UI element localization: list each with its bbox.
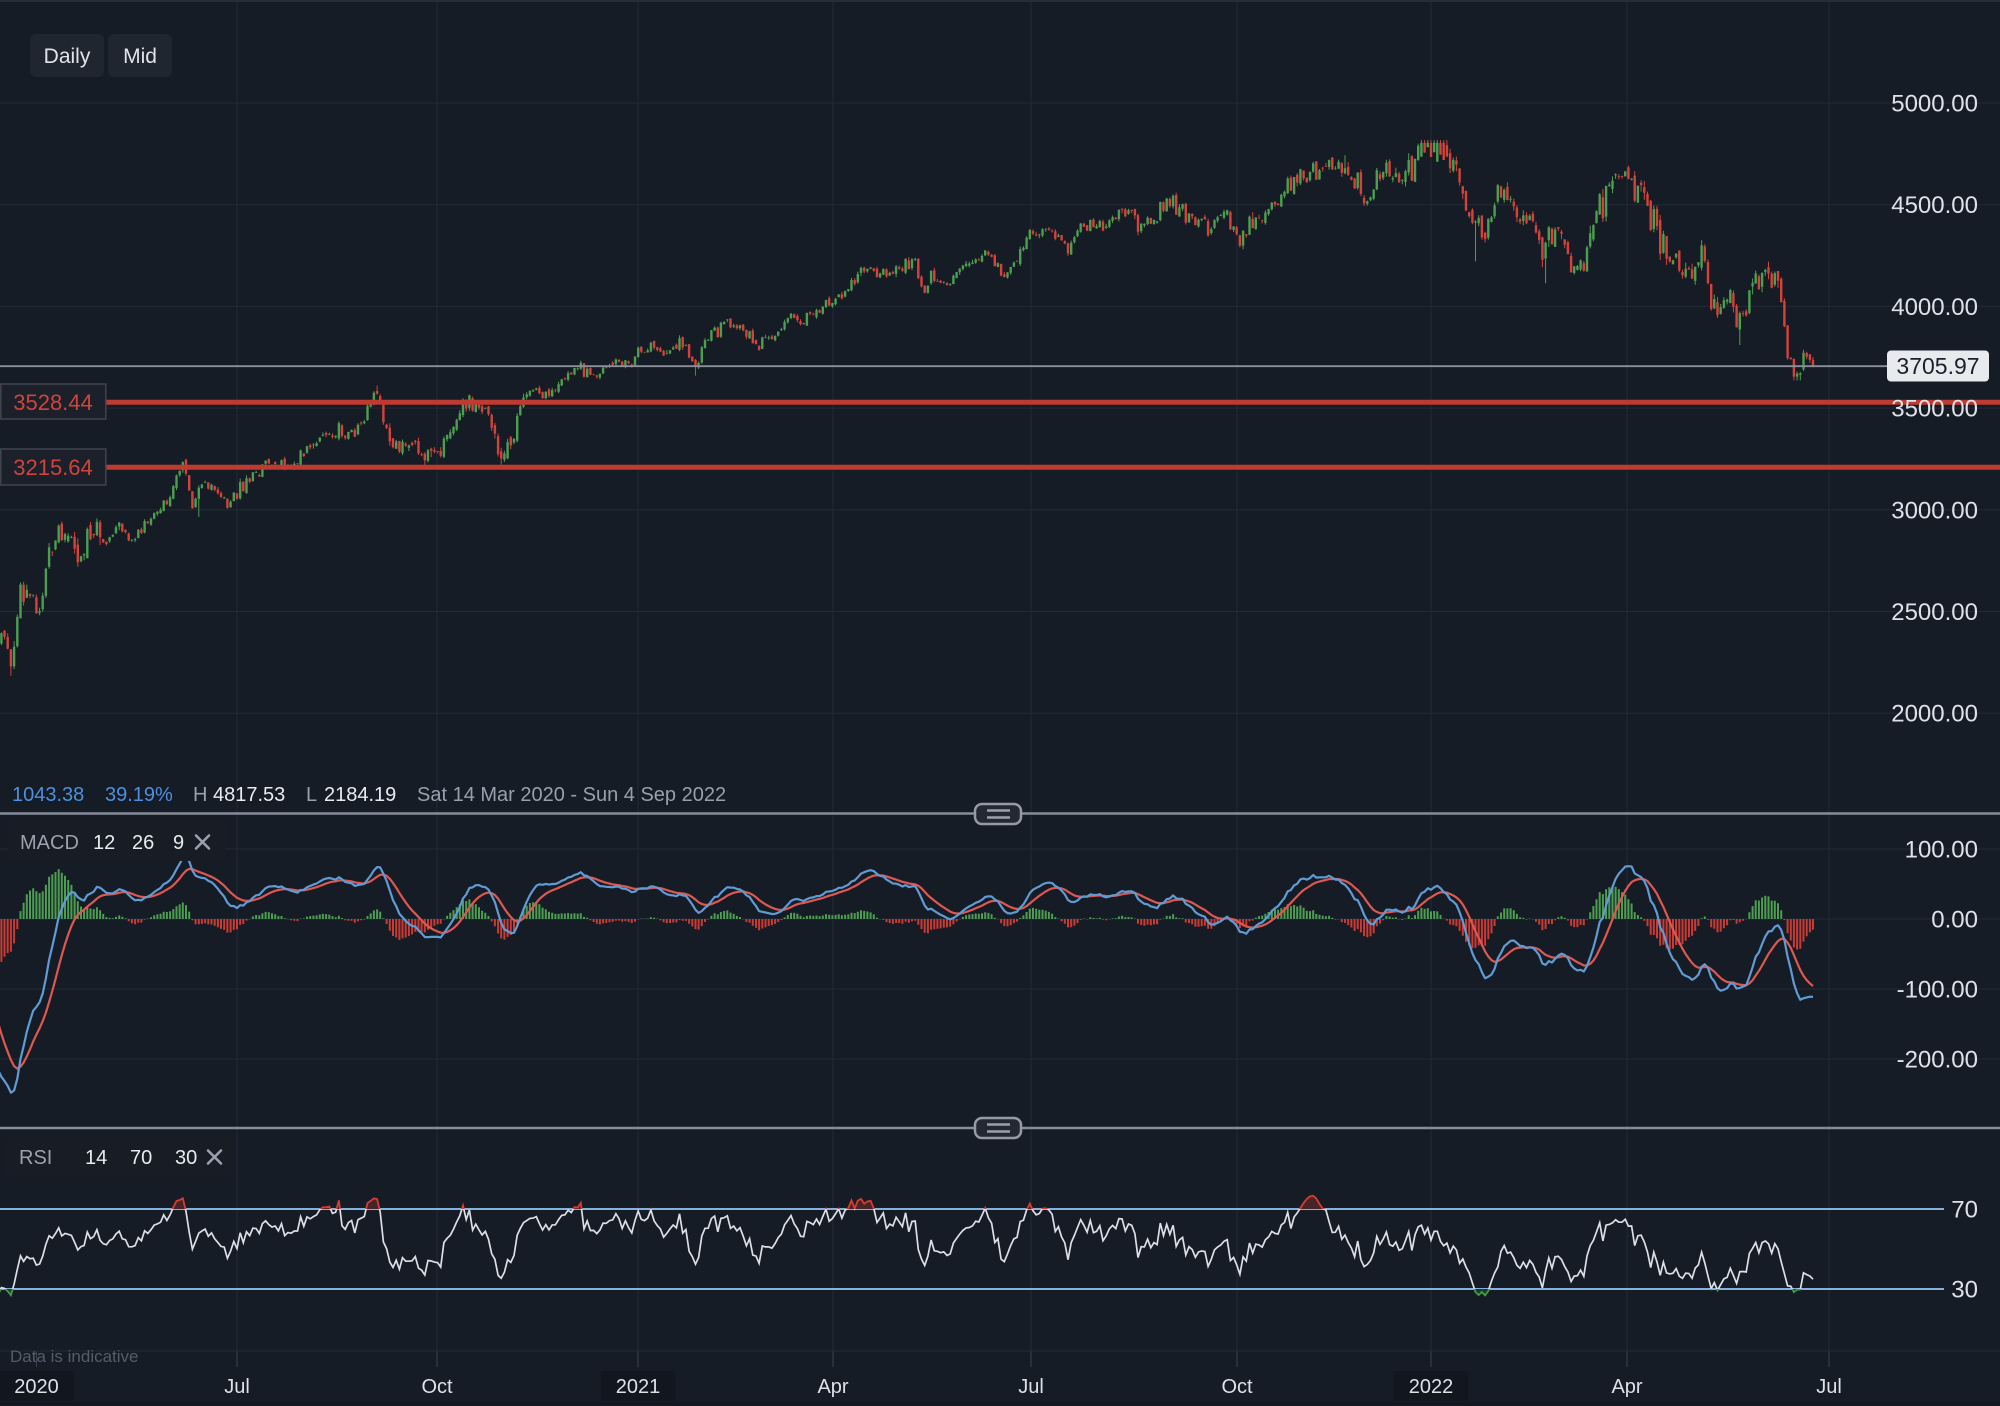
- svg-text:39.19%: 39.19%: [105, 784, 173, 806]
- svg-text:Oct: Oct: [1221, 1376, 1253, 1398]
- svg-text:4500.00: 4500.00: [1891, 192, 1978, 219]
- svg-text:70: 70: [1951, 1197, 1978, 1224]
- svg-text:3215.64: 3215.64: [13, 455, 93, 480]
- svg-text:MACD: MACD: [20, 832, 79, 854]
- svg-text:2500.00: 2500.00: [1891, 599, 1978, 626]
- svg-text:26: 26: [132, 832, 154, 854]
- svg-text:Oct: Oct: [421, 1376, 453, 1398]
- svg-text:2022: 2022: [1409, 1376, 1454, 1398]
- svg-text:3528.44: 3528.44: [13, 390, 93, 415]
- svg-text:Apr: Apr: [1611, 1376, 1642, 1398]
- svg-text:70: 70: [130, 1147, 152, 1169]
- svg-text:4000.00: 4000.00: [1891, 294, 1978, 321]
- svg-text:3705.97: 3705.97: [1896, 353, 1979, 379]
- svg-text:2020: 2020: [14, 1376, 59, 1398]
- svg-text:12: 12: [93, 832, 115, 854]
- svg-text:Apr: Apr: [817, 1376, 848, 1398]
- svg-text:14: 14: [85, 1147, 107, 1169]
- svg-text:RSI: RSI: [19, 1147, 52, 1169]
- svg-text:H: H: [193, 784, 207, 806]
- svg-text:3000.00: 3000.00: [1891, 497, 1978, 524]
- svg-text:Jul: Jul: [224, 1376, 250, 1398]
- svg-text:Jul: Jul: [1018, 1376, 1044, 1398]
- svg-text:3500.00: 3500.00: [1891, 396, 1978, 423]
- svg-text:-200.00: -200.00: [1897, 1047, 1978, 1074]
- svg-text:2021: 2021: [616, 1376, 661, 1398]
- svg-text:Daily: Daily: [44, 45, 91, 68]
- svg-text:Jul: Jul: [1816, 1376, 1842, 1398]
- svg-text:2184.19: 2184.19: [324, 784, 396, 806]
- svg-text:30: 30: [175, 1147, 197, 1169]
- svg-text:L: L: [306, 784, 317, 806]
- svg-text:0.00: 0.00: [1931, 907, 1978, 934]
- svg-text:100.00: 100.00: [1905, 837, 1978, 864]
- svg-text:-100.00: -100.00: [1897, 977, 1978, 1004]
- svg-text:9: 9: [173, 832, 184, 854]
- svg-text:Data is indicative: Data is indicative: [10, 1347, 139, 1366]
- svg-text:4817.53: 4817.53: [213, 784, 285, 806]
- svg-text:Sat 14 Mar 2020 - Sun 4 Sep 20: Sat 14 Mar 2020 - Sun 4 Sep 2022: [417, 784, 726, 806]
- svg-text:Mid: Mid: [123, 45, 157, 68]
- svg-text:5000.00: 5000.00: [1891, 91, 1978, 118]
- svg-text:2000.00: 2000.00: [1891, 701, 1978, 728]
- svg-text:30: 30: [1951, 1277, 1978, 1304]
- svg-text:1043.38: 1043.38: [12, 784, 84, 806]
